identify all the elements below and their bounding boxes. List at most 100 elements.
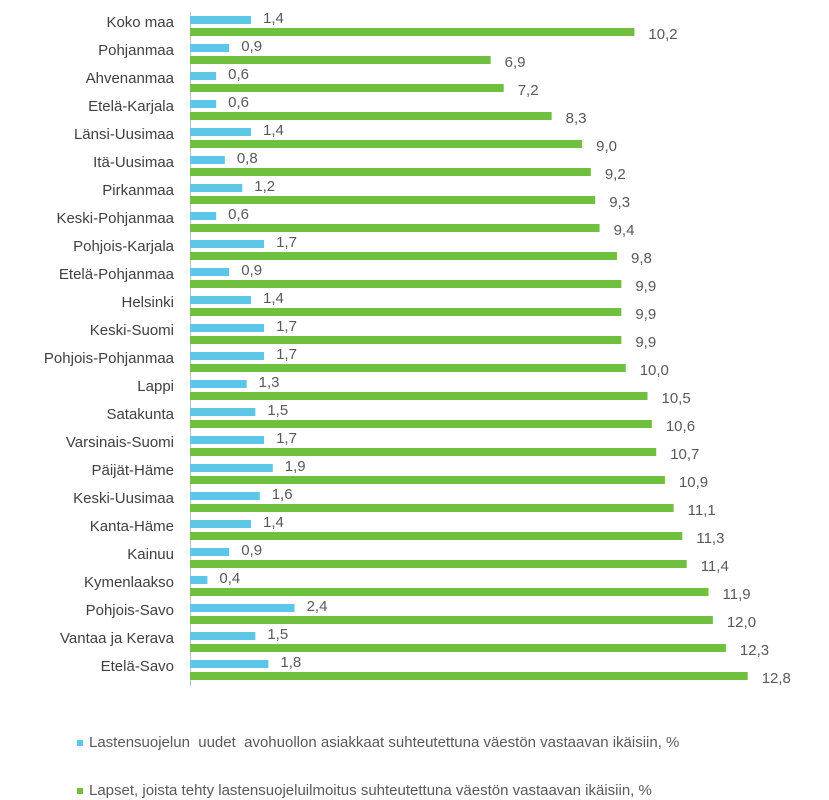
legend-marker <box>77 740 83 746</box>
category-label: Pirkanmaa <box>102 182 174 199</box>
value-label: 0,6 <box>228 206 249 223</box>
bar <box>190 604 295 612</box>
category-label: Pohjois-Pohjanmaa <box>44 350 175 367</box>
bar <box>190 392 648 400</box>
bar <box>190 44 230 52</box>
bar <box>190 100 217 108</box>
value-label: 1,7 <box>276 346 297 363</box>
value-label: 11,4 <box>701 558 729 575</box>
value-label: 2,4 <box>307 598 328 615</box>
bar <box>190 644 726 652</box>
value-label: 1,4 <box>263 290 284 307</box>
value-label: 0,6 <box>228 94 249 111</box>
legend-marker <box>77 788 83 794</box>
category-label: Keski-Uusimaa <box>73 490 175 507</box>
value-label: 1,7 <box>276 234 297 251</box>
value-label: 12,0 <box>727 614 756 631</box>
category-label: Ahvenanmaa <box>86 70 175 87</box>
bar <box>190 296 251 304</box>
value-label: 0,4 <box>219 570 240 587</box>
category-label: Pohjois-Savo <box>86 602 174 619</box>
category-label: Vantaa ja Kerava <box>60 630 175 647</box>
value-label: 6,9 <box>505 54 526 71</box>
value-label: 1,9 <box>285 458 306 475</box>
bar <box>190 168 591 176</box>
category-label: Kanta-Häme <box>90 518 174 535</box>
value-label: 8,3 <box>566 110 587 127</box>
value-label: 1,5 <box>267 626 288 643</box>
value-label: 11,9 <box>723 586 751 603</box>
bar <box>190 280 622 288</box>
value-label: 10,6 <box>666 418 695 435</box>
category-label: Etelä-Pohjanmaa <box>59 266 175 283</box>
bar <box>190 352 265 360</box>
bar <box>190 520 251 528</box>
category-label: Länsi-Uusimaa <box>74 126 175 143</box>
legend-label: Lapset, joista tehty lastensuojeluilmoit… <box>89 782 652 799</box>
bar <box>190 72 217 80</box>
value-label: 1,4 <box>263 514 284 531</box>
bar <box>190 436 265 444</box>
bar <box>190 672 748 680</box>
value-label: 9,4 <box>614 222 635 239</box>
bar <box>190 560 687 568</box>
category-label: Pohjanmaa <box>98 42 175 59</box>
bar <box>190 408 256 416</box>
value-label: 0,9 <box>241 542 262 559</box>
value-label: 1,3 <box>259 374 280 391</box>
category-label: Varsinais-Suomi <box>66 434 174 451</box>
category-label: Keski-Pohjanmaa <box>56 210 174 227</box>
legend-label: Lastensuojelun uudet avohuollon asiakkaa… <box>89 734 679 751</box>
category-label: Etelä-Savo <box>101 658 174 675</box>
value-label: 1,7 <box>276 430 297 447</box>
bar <box>190 448 657 456</box>
value-label: 12,3 <box>740 642 769 659</box>
category-label: Pohjois-Karjala <box>73 238 175 255</box>
bar <box>190 336 622 344</box>
category-label: Satakunta <box>106 406 174 423</box>
bar <box>190 112 552 120</box>
value-label: 10,7 <box>670 446 699 463</box>
bar <box>190 476 665 484</box>
value-label: 9,9 <box>635 278 656 295</box>
value-label: 12,8 <box>762 670 791 687</box>
value-label: 0,9 <box>241 262 262 279</box>
value-label: 1,2 <box>254 178 275 195</box>
value-label: 10,2 <box>648 26 677 43</box>
value-label: 9,8 <box>631 250 652 267</box>
value-label: 1,8 <box>280 654 301 671</box>
bar <box>190 364 626 372</box>
value-label: 0,8 <box>237 150 258 167</box>
bar <box>190 324 265 332</box>
bar <box>190 504 674 512</box>
category-label: Kymenlaakso <box>84 574 174 591</box>
bar <box>190 240 265 248</box>
bar <box>190 548 230 556</box>
bar <box>190 140 583 148</box>
value-label: 1,5 <box>267 402 288 419</box>
category-label: Kainuu <box>127 546 174 563</box>
value-label: 9,0 <box>596 138 617 155</box>
value-label: 1,6 <box>272 486 293 503</box>
value-label: 1,4 <box>263 10 284 27</box>
bar <box>190 268 230 276</box>
value-label: 9,2 <box>605 166 626 183</box>
bar <box>190 464 273 472</box>
value-label: 9,9 <box>635 334 656 351</box>
bar <box>190 84 504 92</box>
category-label: Koko maa <box>106 14 174 31</box>
value-label: 1,7 <box>276 318 297 335</box>
bar <box>190 420 652 428</box>
value-label: 0,6 <box>228 66 249 83</box>
bar <box>190 660 269 668</box>
bar <box>190 16 251 24</box>
value-label: 9,3 <box>609 194 630 211</box>
value-label: 0,9 <box>241 38 262 55</box>
category-label: Keski-Suomi <box>90 322 174 339</box>
value-label: 11,1 <box>688 502 716 519</box>
bar <box>190 224 600 232</box>
value-label: 9,9 <box>635 306 656 323</box>
bar <box>190 128 251 136</box>
